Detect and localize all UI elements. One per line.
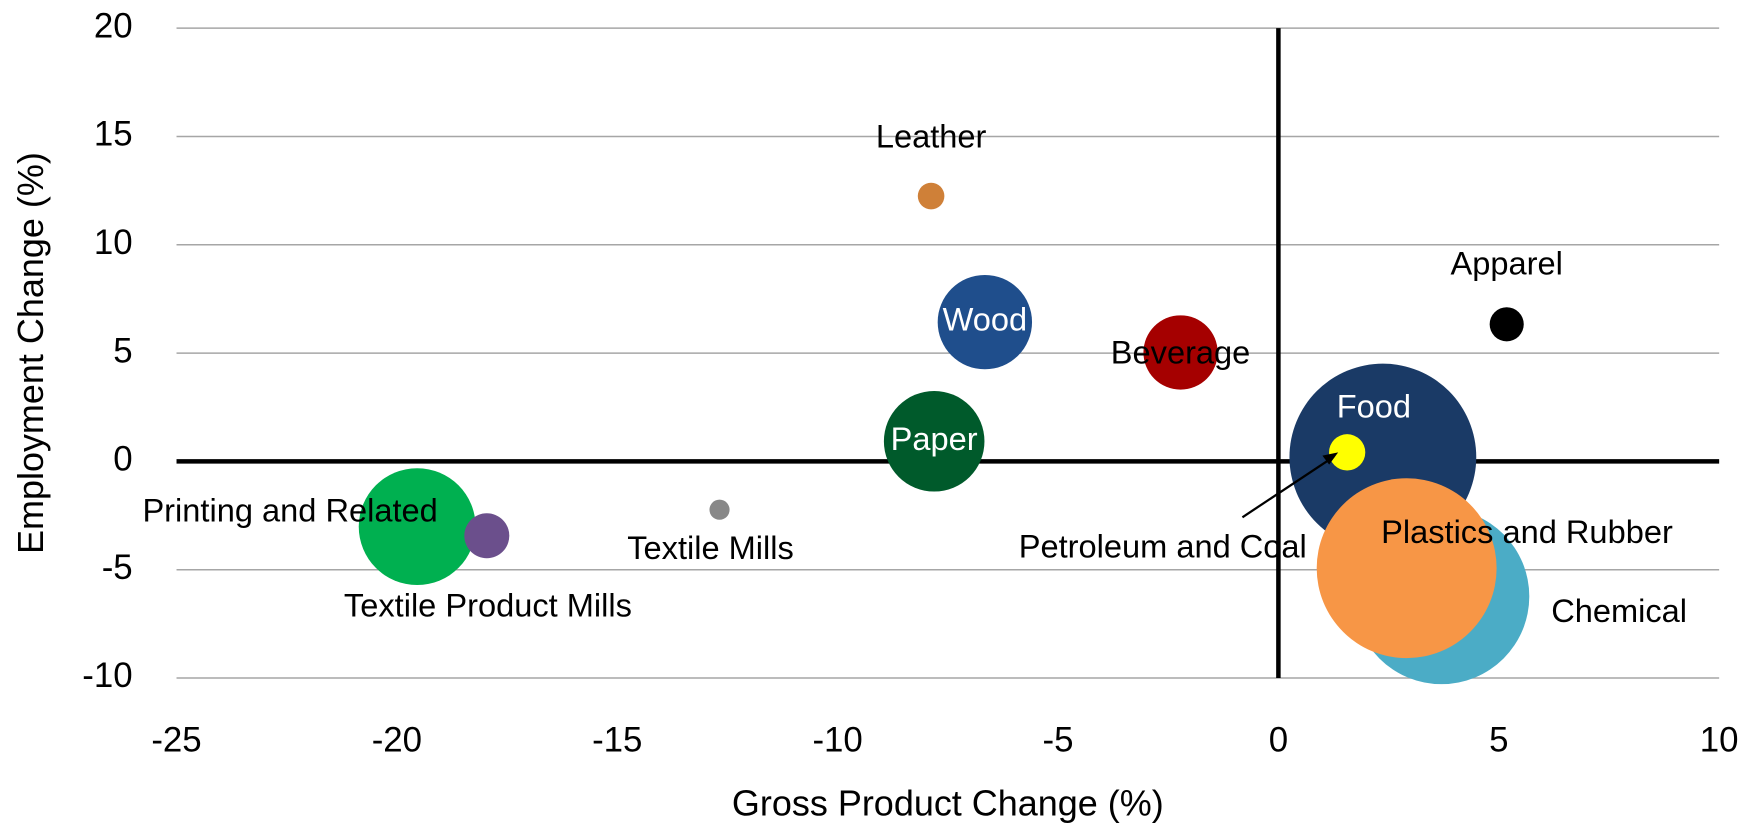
bubble [709, 499, 730, 520]
bubble [937, 274, 1033, 370]
bubble-label: Textile Product Mills [344, 586, 632, 623]
y-tick-label: -5 [102, 548, 133, 587]
x-tick-label: 5 [1489, 720, 1508, 759]
bubble-label: Wood [943, 301, 1028, 338]
bubble-label: Apparel [1451, 244, 1563, 281]
x-tick-label: -20 [372, 720, 422, 759]
bubble [1329, 434, 1366, 471]
x-tick-label: -5 [1043, 720, 1074, 759]
bubble [917, 182, 945, 210]
bubble [883, 390, 985, 492]
y-tick-label: 15 [94, 115, 133, 154]
x-tick-label: 10 [1700, 720, 1739, 759]
bubble-label: Petroleum and Coal [1019, 528, 1307, 565]
bubble-label: Beverage [1111, 333, 1251, 370]
y-tick-label: 0 [113, 440, 132, 479]
bubble [1143, 315, 1218, 390]
x-tick-label: -10 [812, 720, 862, 759]
leader-arrow [1322, 452, 1339, 465]
y-tick-label: 20 [94, 6, 133, 45]
y-tick-label: -10 [82, 656, 132, 695]
bubble [1316, 478, 1497, 659]
bubble-label: Plastics and Rubber [1381, 513, 1673, 550]
leader-line [1241, 455, 1335, 519]
x-tick-label: -15 [592, 720, 642, 759]
bubble [358, 468, 476, 586]
y-tick-label: 5 [113, 331, 132, 370]
y-axis-title: Employment Change (%) [10, 152, 51, 554]
bubble-label: Food [1337, 387, 1411, 424]
bubble [464, 513, 510, 559]
y-tick-label: 10 [94, 223, 133, 262]
x-tick-label: 0 [1269, 720, 1288, 759]
bubble-label: Paper [891, 420, 978, 457]
bubble-label: Chemical [1551, 592, 1687, 629]
bubble-label: Leather [876, 117, 987, 154]
bubble-label: Printing and Related [142, 492, 437, 529]
bubble [1489, 307, 1524, 342]
bubble-label: Textile Mills [627, 529, 794, 566]
x-tick-label: -25 [151, 720, 201, 759]
x-axis-title: Gross Product Change (%) [732, 783, 1164, 824]
